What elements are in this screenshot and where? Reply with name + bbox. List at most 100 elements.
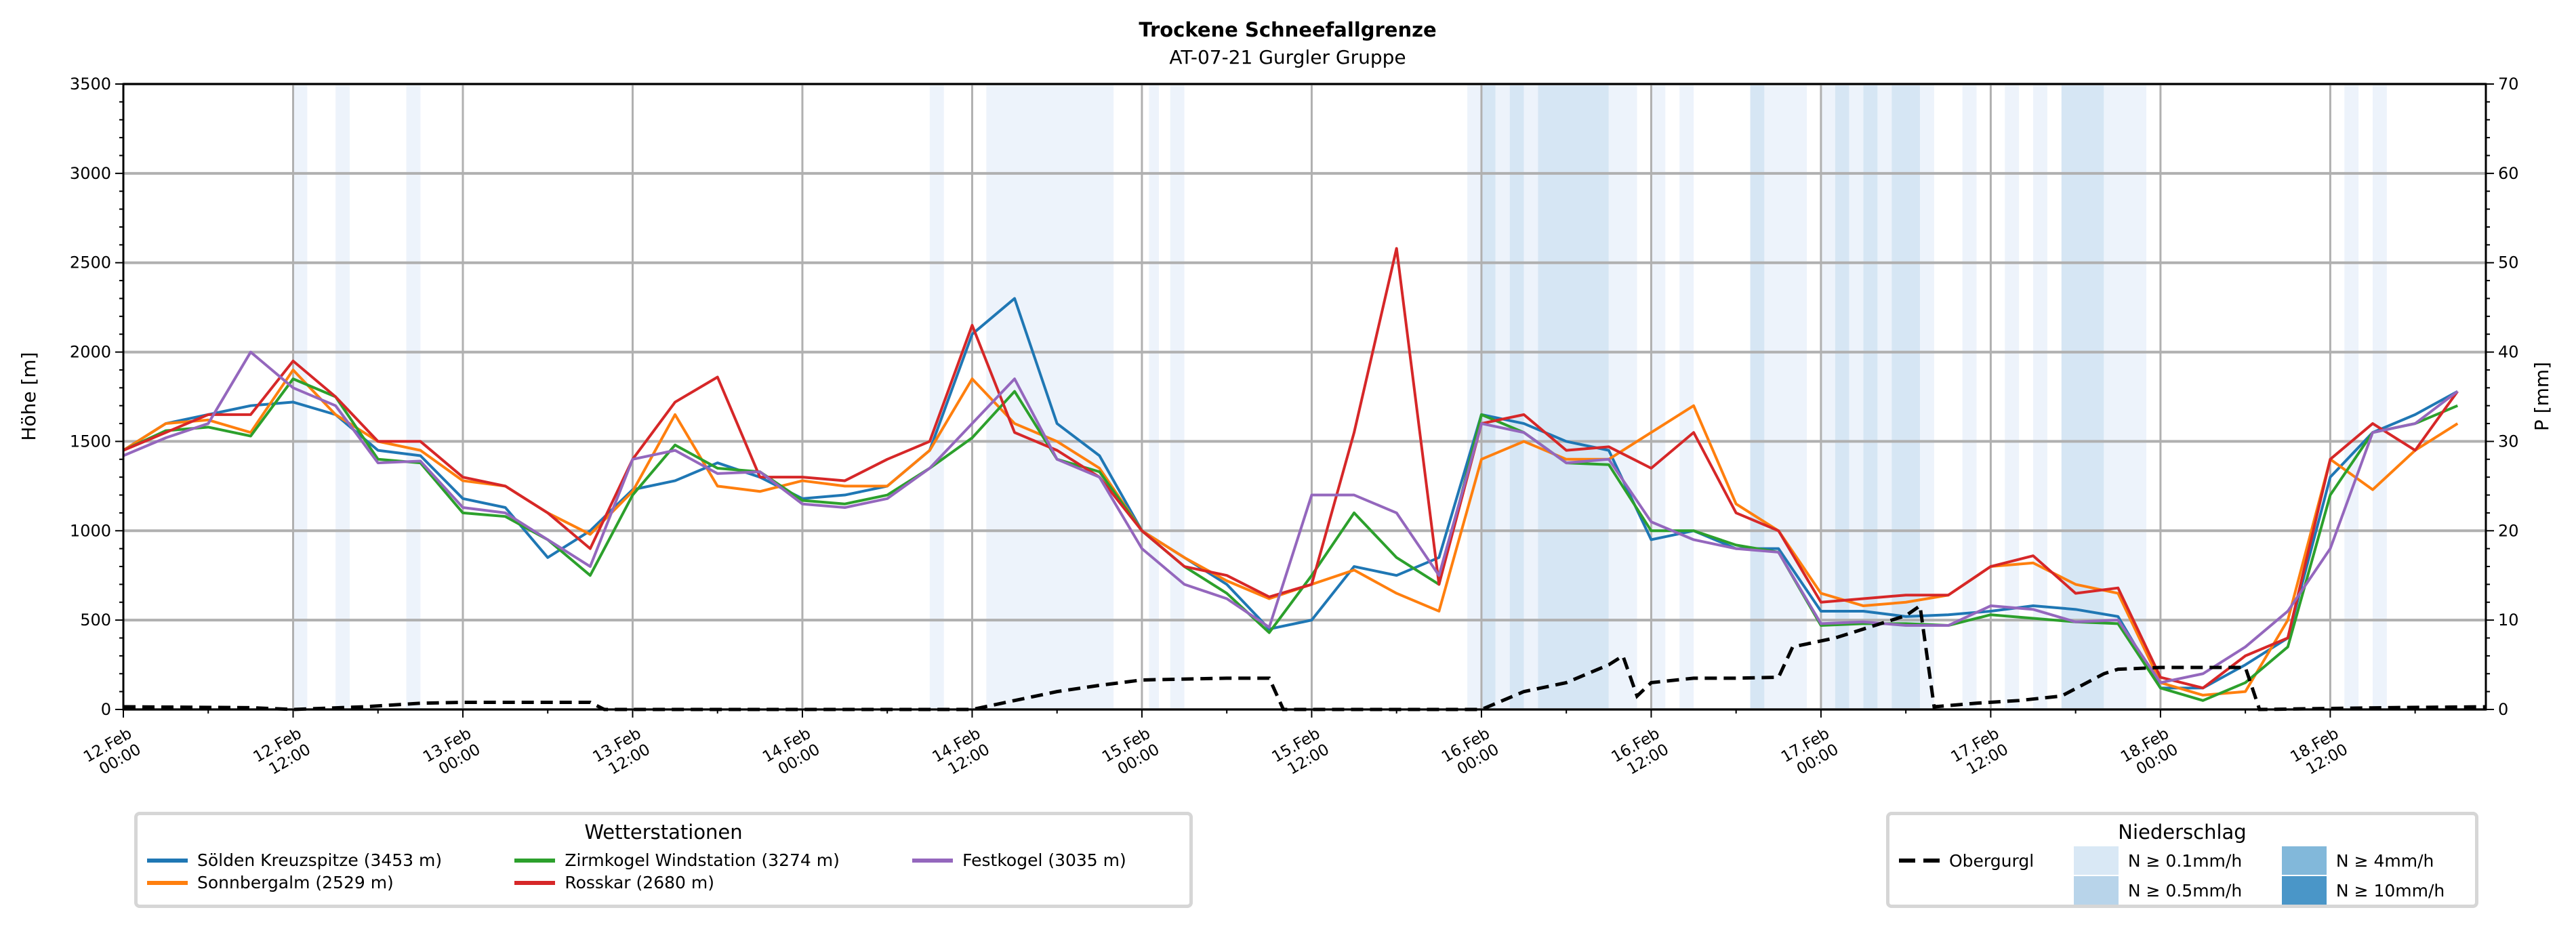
legend-item-station: Sölden Kreuzspitze (3453 m): [147, 850, 495, 870]
precip-band: [1608, 84, 1637, 709]
y-tick-label: 500: [80, 611, 111, 629]
x-tick-label: 13.Feb12:00: [590, 725, 653, 783]
y-tick-label: 0: [101, 700, 111, 719]
precip-band: [929, 84, 944, 709]
x-tick-label: 17.Feb00:00: [1778, 725, 1841, 783]
precip-band: [1467, 84, 1481, 709]
precip-band: [1679, 84, 1694, 709]
legend-label: N ≥ 0.5mm/h: [2127, 880, 2243, 901]
precip-band: [1538, 84, 1609, 709]
legend-label: Sölden Kreuzspitze (3453 m): [197, 850, 443, 870]
legend-item-station: Festkogel (3035 m): [912, 850, 1180, 870]
y-axis-label: Höhe [m]: [18, 352, 40, 440]
legend-item-level: N ≥ 4mm/h: [2281, 846, 2466, 875]
precip-band: [2344, 84, 2359, 709]
legend-item-level: N ≥ 0.5mm/h: [2073, 876, 2263, 905]
y-axis-right-label: P [mm]: [2531, 362, 2553, 431]
precip-band: [1892, 84, 1921, 709]
legend-item-level: N ≥ 10mm/h: [2281, 876, 2466, 905]
x-tick-label: 13.Feb00:00: [420, 725, 483, 783]
chart-title: Trockene Schneefallgrenze: [1139, 18, 1436, 41]
precip-band: [335, 84, 350, 709]
dashed-line-swatch: [1899, 859, 1940, 863]
precip-band: [2005, 84, 2020, 709]
precip-band: [1495, 84, 1510, 709]
precip-band: [1764, 84, 1807, 709]
y-right-tick-label: 10: [2498, 611, 2519, 629]
precip-band: [1877, 84, 1892, 709]
x-tick-label: 14.Feb00:00: [760, 725, 823, 783]
y-right-tick-label: 50: [2498, 253, 2519, 272]
y-right-tick-label: 0: [2498, 700, 2508, 719]
legend-label: N ≥ 10mm/h: [2335, 880, 2445, 901]
color-swatch: [2073, 876, 2119, 905]
y-right-tick-label: 70: [2498, 75, 2519, 94]
precip-band: [1651, 84, 1666, 709]
precip-band: [2033, 84, 2047, 709]
legend-label: Festkogel (3035 m): [962, 850, 1126, 870]
precip-band: [1820, 84, 1835, 709]
legend-precip-title: Niederschlag: [2118, 821, 2247, 844]
precip-band: [1750, 84, 1765, 709]
y-tick-label: 1500: [70, 432, 111, 451]
precip-line-obergurgl: [123, 602, 2487, 711]
precip-band: [1149, 84, 1159, 709]
precip-band: [1849, 84, 1864, 709]
precip-band: [293, 84, 308, 709]
series-line: [123, 350, 2459, 684]
y-right-tick-label: 40: [2498, 343, 2519, 362]
x-tick-label: 14.Feb12:00: [930, 725, 993, 783]
color-swatch: [2073, 846, 2119, 875]
y-tick-label: 2000: [70, 343, 111, 362]
precip-band: [986, 84, 1114, 709]
legend-item-station: Zirmkogel Windstation (3274 m): [514, 850, 893, 870]
x-tick-label: 16.Feb12:00: [1608, 725, 1671, 783]
x-tick-label: 12.Feb00:00: [81, 725, 144, 783]
plot-frame: [122, 83, 2487, 711]
legend-stations-title: Wetterstationen: [584, 821, 743, 844]
legend-label: Sonnbergalm (2529 m): [197, 873, 394, 892]
y-tick-label: 2500: [70, 253, 111, 272]
legend-item-level: N ≥ 0.1mm/h: [2073, 846, 2263, 875]
precip-band: [1170, 84, 1185, 709]
precip-bands: [293, 84, 2387, 709]
legend-label: N ≥ 4mm/h: [2335, 850, 2434, 871]
line-swatch: [514, 880, 556, 885]
y-tick-label: 1000: [70, 521, 111, 540]
legend-label: Rosskar (2680 m): [565, 873, 714, 892]
series-line: [123, 377, 2459, 702]
series-lines: [122, 247, 2487, 711]
precip-band: [1920, 84, 1934, 709]
x-tick-label: 15.Feb00:00: [1099, 725, 1162, 783]
line-swatch: [514, 858, 556, 863]
y-tick-label: 3500: [70, 75, 111, 94]
legend-item-station: Rosskar (2680 m): [514, 873, 893, 892]
x-tick-label: 16.Feb00:00: [1439, 725, 1502, 783]
precip-band: [1509, 84, 1524, 709]
legend-precip: Niederschlag Obergurgl N ≥ 0.1mm/h N ≥ 0…: [1886, 812, 2478, 908]
legend-item-station: Sonnbergalm (2529 m): [147, 873, 495, 892]
color-swatch: [2281, 846, 2327, 875]
x-tick-label: 15.Feb12:00: [1269, 725, 1332, 783]
series-line: [123, 247, 2459, 690]
precip-band: [406, 84, 421, 709]
legend-stations: Wetterstationen Sölden Kreuzspitze (3453…: [134, 812, 1193, 908]
legend-label: Zirmkogel Windstation (3274 m): [565, 850, 840, 870]
line-swatch: [147, 880, 188, 885]
line-swatch: [147, 858, 188, 863]
legend-label: N ≥ 0.1mm/h: [2127, 850, 2243, 871]
x-tick-label: 12.Feb12:00: [251, 725, 314, 783]
precip-band: [1524, 84, 1538, 709]
precip-band: [1481, 84, 1496, 709]
x-tick-label: 18.Feb12:00: [2287, 725, 2350, 783]
legend-item-obergurgl: Obergurgl: [1899, 846, 2055, 875]
line-swatch: [912, 858, 954, 863]
color-swatch: [2281, 876, 2327, 905]
precip-band: [1835, 84, 1849, 709]
legend-label: Obergurgl: [1949, 850, 2035, 871]
y-tick-label: 3000: [70, 164, 111, 183]
chart-subtitle: AT-07-21 Gurgler Gruppe: [1169, 46, 1406, 68]
x-tick-label: 17.Feb12:00: [1948, 725, 2011, 783]
precip-band: [1962, 84, 1977, 709]
x-tick-label: 18.Feb00:00: [2118, 725, 2181, 783]
